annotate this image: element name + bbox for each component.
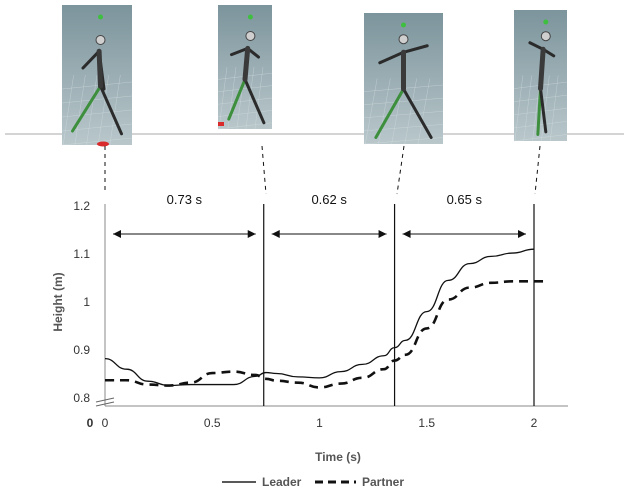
axis-break-mark	[95, 397, 115, 403]
axis-break-mark	[95, 401, 115, 407]
floor-grid-line	[417, 78, 431, 145]
figure-marker	[401, 22, 406, 28]
interval-arrowhead	[518, 230, 526, 238]
x-tick-label: 2	[531, 416, 538, 430]
interval-label: 0.62 s	[311, 192, 347, 207]
figure-limb	[99, 84, 123, 136]
floor-grid-line	[217, 85, 273, 93]
floor-grid-line	[62, 74, 74, 146]
interval-arrowhead	[271, 230, 280, 238]
figure-limb	[230, 46, 250, 57]
floor-grid-line	[404, 78, 417, 145]
floor-grid-line	[245, 66, 255, 130]
floor-grid-line	[61, 95, 133, 104]
figure-head	[398, 34, 409, 45]
figure-torso	[242, 45, 251, 82]
figure-marker	[543, 19, 549, 25]
figure-head	[540, 31, 551, 42]
floor-grid-line	[363, 97, 444, 105]
y-tick-label: 0.8	[73, 391, 90, 405]
floor-grid-line	[217, 97, 273, 105]
interval-arrowhead	[378, 230, 387, 238]
connector-line	[261, 145, 267, 195]
figure-limb	[71, 84, 102, 133]
x-tick-label: 0	[102, 416, 109, 430]
floor-grid-line	[514, 75, 524, 142]
legend: Leader Partner	[222, 475, 404, 489]
figure-limb	[378, 50, 405, 65]
connector-line	[396, 145, 405, 195]
origin-label: 0	[87, 416, 94, 430]
floor-grid-line	[513, 134, 568, 142]
legend-leader-label: Leader	[262, 475, 302, 489]
floor-grid-line	[513, 121, 568, 129]
series-line-partner	[104, 280, 545, 389]
y-axis-label: Height (m)	[51, 272, 65, 331]
connector-line	[534, 145, 541, 195]
interval-label: 0.65 s	[447, 192, 483, 207]
floor-grid-line	[61, 109, 133, 118]
leader-pose-3-image	[363, 13, 444, 145]
leader-pose-2-image	[217, 5, 273, 130]
figure-marker	[98, 14, 103, 20]
interval-arrowhead	[402, 230, 411, 238]
figure-limb	[539, 87, 548, 134]
figure-limb	[402, 87, 433, 139]
x-tick-label: 1.5	[418, 416, 435, 430]
interval-label: 0.73 s	[167, 192, 203, 207]
floor-marker	[97, 141, 109, 147]
figure-limb	[243, 77, 266, 125]
floor-grid-line	[217, 110, 273, 117]
leader-pose-4-image	[513, 10, 568, 142]
figure-limb	[81, 49, 101, 70]
floor-grid-line	[254, 66, 264, 130]
interval-arrowhead	[247, 230, 256, 238]
leader-pose-1-image	[61, 5, 133, 146]
figure-marker	[247, 14, 253, 20]
floor-grid-line	[61, 137, 133, 146]
floor-grid-line	[363, 124, 444, 132]
pose-thumbnails	[61, 5, 568, 147]
x-tick-label: 0.5	[204, 416, 221, 430]
y-tick-label: 1.1	[73, 247, 90, 261]
figure-limb	[374, 87, 405, 139]
interval-arrowhead	[113, 230, 121, 238]
figure-head	[95, 35, 106, 45]
floor-grid-line	[365, 78, 378, 145]
floor-grid-line	[86, 74, 98, 146]
x-axis-label: Time (s)	[315, 450, 361, 464]
y-tick-label: 1.2	[73, 199, 90, 213]
floor-grid-line	[363, 137, 444, 145]
figure-torso	[538, 46, 546, 92]
series-line-leader	[104, 248, 535, 387]
floor-grid-line	[549, 75, 559, 142]
figure-limb	[227, 77, 247, 121]
floor-grid-line	[363, 111, 444, 119]
axes: 0.8 0.9 1 1.1 1.2 0 0.5 1 1.5 2 0	[73, 199, 568, 430]
figure-limb	[402, 44, 429, 54]
floor-grid-line	[541, 75, 550, 142]
floor-grid-line	[109, 74, 121, 146]
figure-head	[245, 31, 256, 41]
interval-annotations: 0.73 s 0.62 s 0.65 s	[113, 192, 526, 238]
floor-marker	[218, 122, 224, 126]
floor-grid-line	[97, 74, 109, 146]
y-tick-label: 0.9	[73, 343, 90, 357]
floor-grid-line	[378, 78, 391, 145]
floor-grid-line	[74, 74, 86, 146]
floor-grid-line	[523, 75, 532, 142]
floor-grid-line	[218, 66, 228, 130]
y-tick-label: 1	[83, 295, 90, 309]
image-connectors	[104, 145, 541, 195]
floor-grid-line	[61, 81, 133, 90]
series-group	[104, 248, 545, 389]
figure-torso	[96, 48, 103, 89]
legend-partner-label: Partner	[362, 475, 404, 489]
x-tick-label: 1	[316, 416, 323, 430]
